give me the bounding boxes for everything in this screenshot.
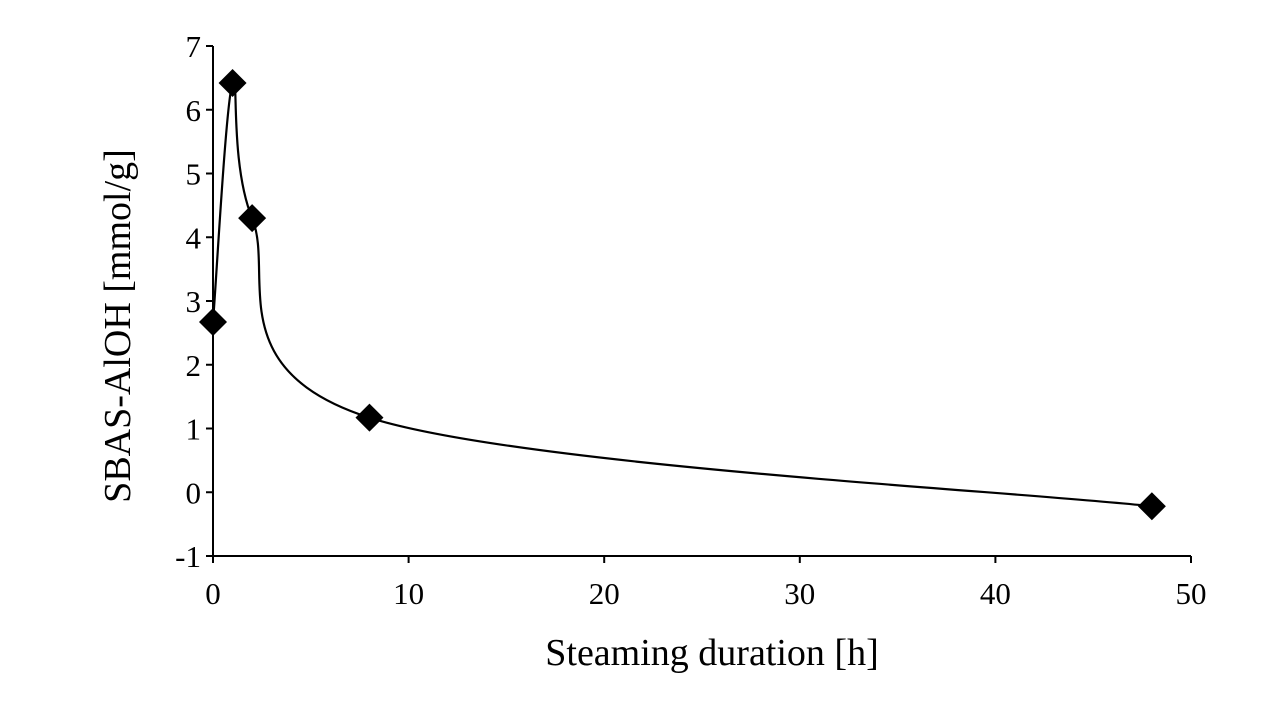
y-tick-label: 0 [186, 475, 202, 510]
y-tick-label: 2 [186, 348, 202, 383]
y-axis-title: SBAS-AlOH [mmol/g] [97, 149, 139, 503]
y-tick-label: 5 [186, 157, 202, 192]
data-point-marker [238, 204, 267, 233]
fitted-curve-layer [211, 79, 1153, 508]
x-tick-label: 40 [980, 576, 1011, 611]
series-curve [211, 79, 1153, 508]
x-tick-label: 20 [589, 576, 620, 611]
y-tick-label: -1 [175, 539, 201, 574]
axes [212, 46, 1191, 557]
data-point-marker [199, 308, 227, 337]
data-point-marker [355, 403, 384, 432]
y-tick-label: 1 [186, 412, 202, 447]
y-tick-label: 4 [186, 220, 202, 255]
x-tick-label: 10 [393, 576, 424, 611]
data-point-marker [218, 68, 247, 97]
x-tick-label: 30 [784, 576, 815, 611]
data-markers [199, 68, 1166, 521]
data-point-marker [1137, 492, 1166, 521]
y-tick-label: 7 [186, 29, 202, 64]
x-tick-label: 50 [1176, 576, 1207, 611]
y-tick-label: 3 [186, 284, 202, 319]
x-ticks: 0 10 20 30 40 50 [205, 556, 1207, 611]
y-ticks: -1 0 1 2 3 4 5 6 7 [175, 29, 213, 574]
x-axis-title: Steaming duration [h] [545, 632, 878, 674]
x-tick-label: 0 [205, 576, 221, 611]
y-tick-label: 6 [186, 93, 202, 128]
